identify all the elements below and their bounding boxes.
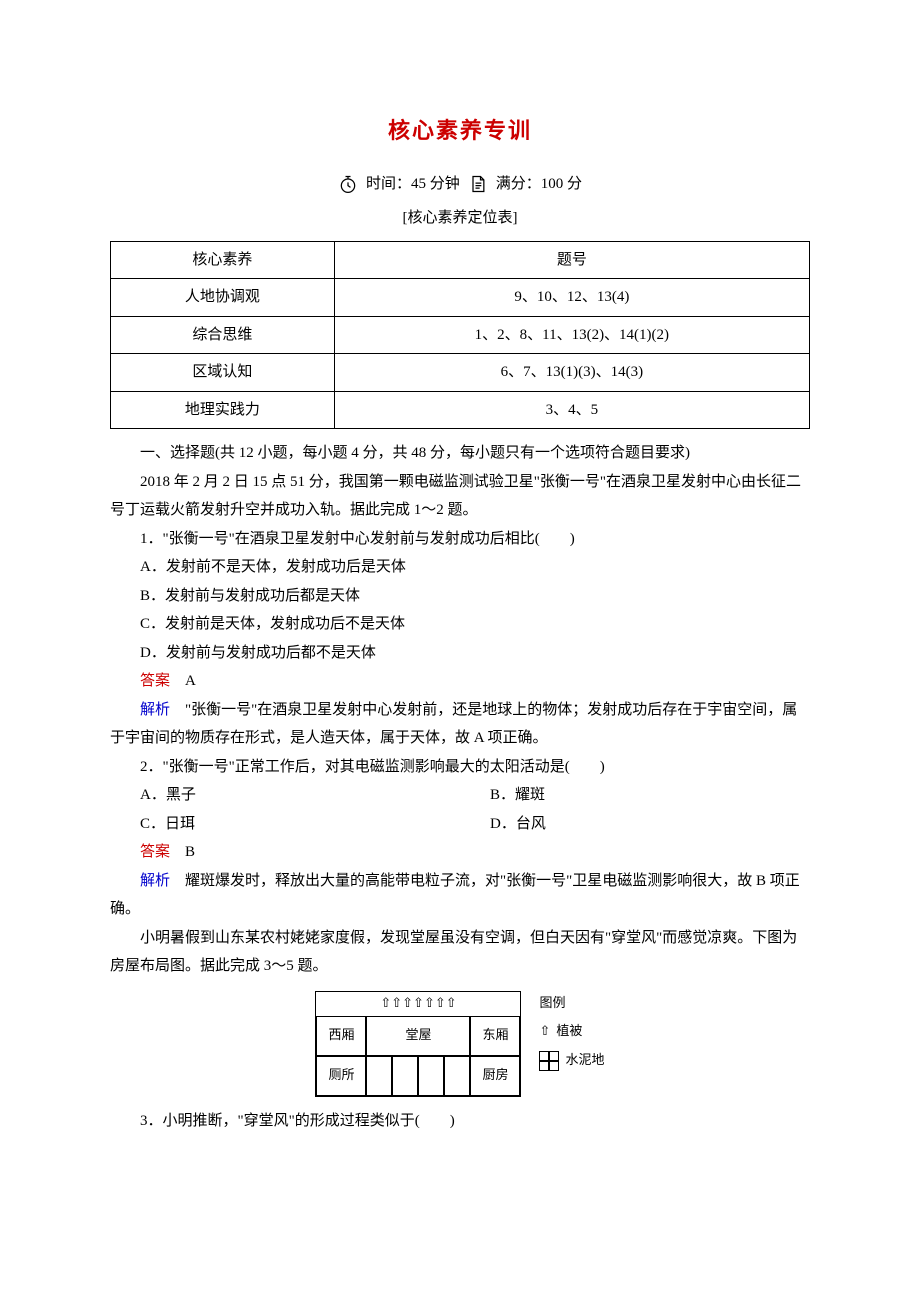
table-row: 地理实践力 3、4、5 [111, 391, 810, 429]
hall-cell: 堂屋 [366, 1016, 470, 1056]
courtyard-cell [366, 1056, 392, 1096]
clock-icon [338, 170, 358, 199]
lookup-table: 核心素养 题号 人地协调观 9、10、12、13(4) 综合思维 1、2、8、1… [110, 241, 810, 430]
house-grid: ⇧ ⇧ ⇧ ⇧ ⇧ ⇧ ⇧ 西厢 堂屋 东厢 厕所 厨房 [315, 991, 521, 1097]
page-title: 核心素养专训 [110, 110, 810, 152]
table-row: 综合思维 1、2、8、11、13(2)、14(1)(2) [111, 316, 810, 354]
courtyard-cell [444, 1056, 470, 1096]
up-arrow-icon: ⇧ [446, 991, 457, 1016]
kitchen-cell: 厨房 [470, 1056, 520, 1096]
analysis-label: 解析 [140, 873, 170, 889]
paper-icon [468, 170, 488, 199]
courtyard-cell [418, 1056, 444, 1096]
legend-title: 图例 [539, 991, 604, 1016]
option-d: D．发射前与发射成功后都不是天体 [110, 639, 810, 668]
analysis-text: 耀斑爆发时，释放出大量的高能带电粒子流，对"张衡一号"卫星电磁监测影响很大，故 … [110, 873, 800, 918]
context-text: 2018 年 2 月 2 日 15 点 51 分，我国第一颗电磁监测试验卫星"张… [110, 468, 810, 525]
answer-line: 答案 B [110, 838, 810, 867]
analysis-line: 解析 耀斑爆发时，释放出大量的高能带电粒子流，对"张衡一号"卫星电磁监测影响很大… [110, 867, 810, 924]
grid-icon [539, 1051, 559, 1071]
subheading: [核心素养定位表] [110, 204, 810, 233]
context-text: 小明暑假到山东某农村姥姥家度假，发现堂屋虽没有空调，但白天因有"穿堂风"而感觉凉… [110, 924, 810, 981]
up-arrow-icon: ⇧ [380, 991, 391, 1016]
options-row: A．黑子 B．耀斑 [110, 781, 810, 810]
question-stem: 1．"张衡一号"在酒泉卫星发射中心发射前与发射成功后相比( ) [110, 525, 810, 554]
section-heading: 一、选择题(共 12 小题，每小题 4 分，共 48 分，每小题只有一个选项符合… [110, 439, 810, 468]
answer-value: A [185, 673, 196, 689]
option-d: D．台风 [460, 810, 810, 839]
answer-line: 答案 A [110, 667, 810, 696]
plant-arrow-row: ⇧ ⇧ ⇧ ⇧ ⇧ ⇧ ⇧ [316, 992, 520, 1016]
option-b: B．发射前与发射成功后都是天体 [110, 582, 810, 611]
table-row: 人地协调观 9、10、12、13(4) [111, 279, 810, 317]
score-label: 满分：100 分 [496, 170, 582, 199]
legend-item: 水泥地 [539, 1048, 604, 1073]
question-stem: 2．"张衡一号"正常工作后，对其电磁监测影响最大的太阳活动是( ) [110, 753, 810, 782]
answer-label: 答案 [140, 844, 170, 860]
courtyard-cell [392, 1056, 418, 1096]
west-wing-cell: 西厢 [316, 1016, 366, 1056]
document-page: 核心素养专训 时间：45 分钟 满分：100 分 [核心素养定位表] 核心素养 … [0, 0, 920, 1195]
analysis-line: 解析 "张衡一号"在酒泉卫星发射中心发射前，还是地球上的物体；发射成功后存在于宇… [110, 696, 810, 753]
legend-ground-label: 水泥地 [565, 1048, 604, 1073]
up-arrow-icon: ⇧ [424, 991, 435, 1016]
answer-value: B [185, 844, 195, 860]
option-a: A．发射前不是天体，发射成功后是天体 [110, 553, 810, 582]
table-row: 区域认知 6、7、13(1)(3)、14(3) [111, 354, 810, 392]
analysis-text: "张衡一号"在酒泉卫星发射中心发射前，还是地球上的物体；发射成功后存在于宇宙空间… [110, 702, 797, 747]
analysis-label: 解析 [140, 702, 170, 718]
up-arrow-icon: ⇧ [539, 1019, 550, 1044]
option-c: C．日珥 [110, 810, 460, 839]
up-arrow-icon: ⇧ [402, 991, 413, 1016]
th-num: 题号 [334, 241, 809, 279]
up-arrow-icon: ⇧ [435, 991, 446, 1016]
meta-row: 时间：45 分钟 满分：100 分 [110, 170, 810, 199]
legend-plant-label: 植被 [556, 1019, 582, 1044]
east-wing-cell: 东厢 [470, 1016, 520, 1056]
th-core: 核心素养 [111, 241, 335, 279]
question-stem: 3．小明推断，"穿堂风"的形成过程类似于( ) [110, 1107, 810, 1136]
option-c: C．发射前是天体，发射成功后不是天体 [110, 610, 810, 639]
toilet-cell: 厕所 [316, 1056, 366, 1096]
option-a: A．黑子 [110, 781, 460, 810]
diagram-legend: 图例 ⇧ 植被 水泥地 [539, 991, 604, 1077]
legend-item: ⇧ 植被 [539, 1019, 604, 1044]
table-row: 核心素养 题号 [111, 241, 810, 279]
time-label: 时间：45 分钟 [366, 170, 460, 199]
answer-label: 答案 [140, 673, 170, 689]
option-b: B．耀斑 [460, 781, 810, 810]
up-arrow-icon: ⇧ [391, 991, 402, 1016]
options-row: C．日珥 D．台风 [110, 810, 810, 839]
up-arrow-icon: ⇧ [413, 991, 424, 1016]
house-diagram: ⇧ ⇧ ⇧ ⇧ ⇧ ⇧ ⇧ 西厢 堂屋 东厢 厕所 厨房 图例 ⇧ 植被 [110, 991, 810, 1097]
